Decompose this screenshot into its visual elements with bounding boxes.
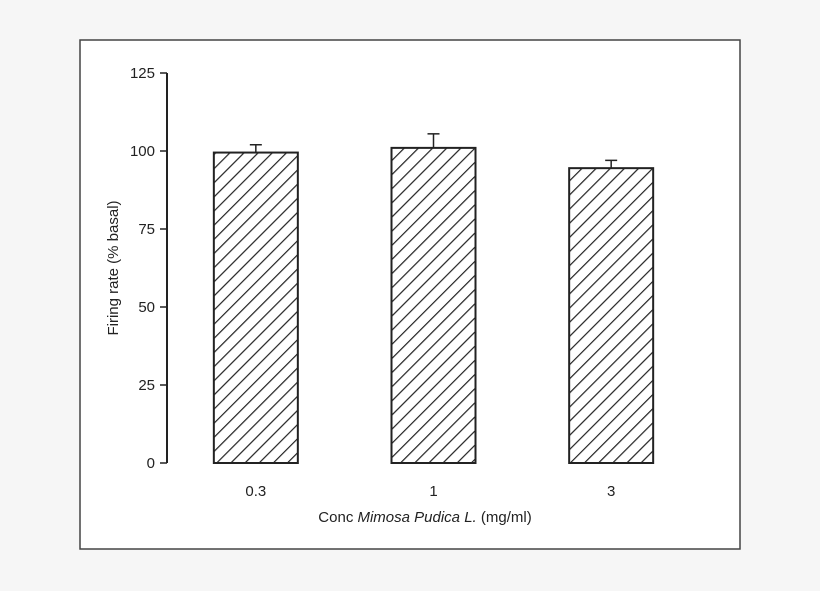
y-tick-label-3: 75 — [138, 221, 155, 238]
x-tick-label-1: 1 — [429, 483, 437, 500]
bars-group — [212, 133, 655, 464]
x-tick-label-2: 3 — [607, 483, 615, 500]
x-axis-label-suffix: (mg/ml) — [477, 509, 532, 526]
x-axis-label-italic: Mimosa Pudica L. — [357, 509, 476, 526]
y-tick-label-2: 50 — [138, 299, 155, 316]
y-tick-label-4: 100 — [130, 143, 155, 160]
x-axis-label-prefix: Conc — [318, 509, 357, 526]
y-tick-label-0: 0 — [147, 455, 155, 472]
x-tick-label-0: 0.3 — [245, 483, 266, 500]
y-axis-label: Firing rate (% basal) — [105, 200, 122, 335]
x-axis-label: Conc Mimosa Pudica L. (mg/ml) — [318, 509, 531, 526]
x-axis: 0.3 1 3 — [245, 483, 615, 500]
y-axis: 0 25 50 75 100 125 — [130, 65, 168, 472]
y-tick-label-1: 25 — [138, 377, 155, 394]
bar-1 — [390, 146, 477, 464]
bar-0 — [212, 151, 299, 464]
bar-2 — [568, 167, 655, 464]
y-tick-label-5: 125 — [130, 65, 155, 82]
